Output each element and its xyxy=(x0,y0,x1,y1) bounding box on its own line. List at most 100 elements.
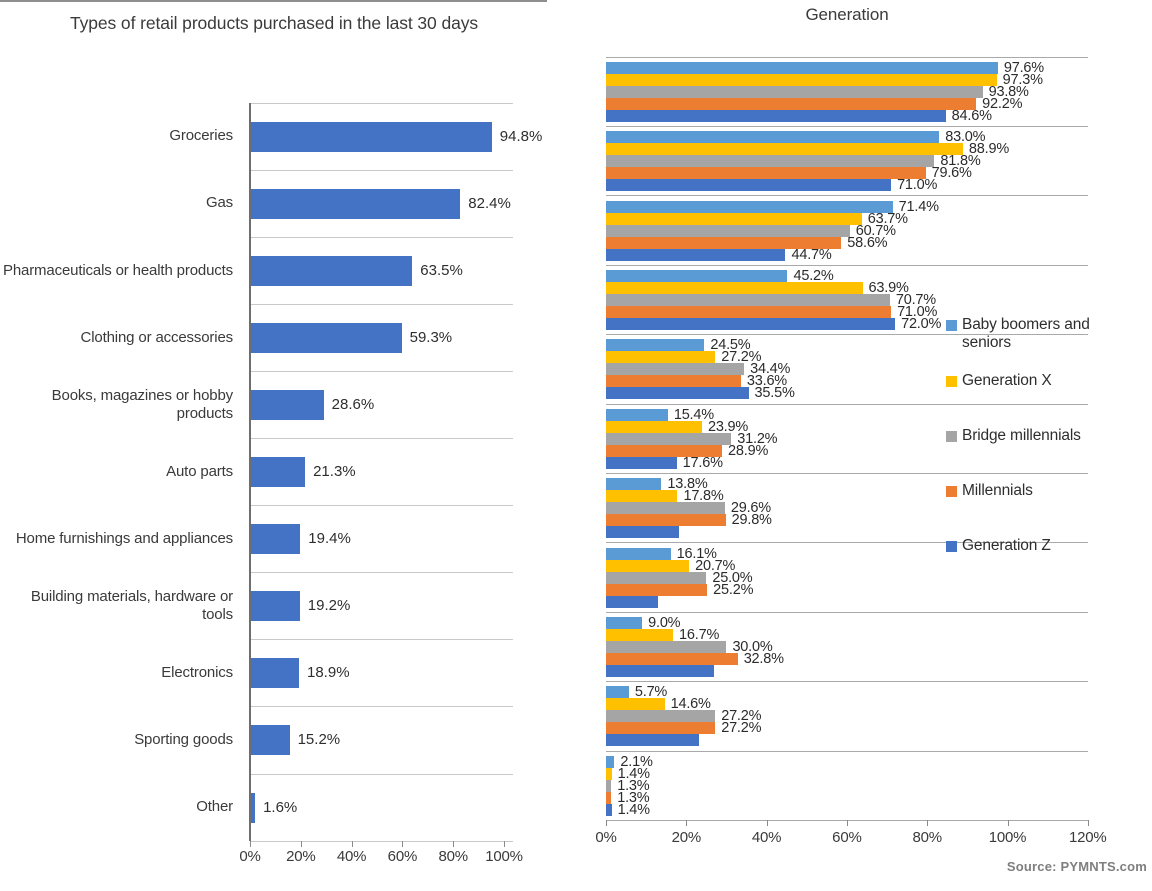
bar xyxy=(606,478,662,491)
bar xyxy=(606,722,716,735)
bar xyxy=(606,363,745,376)
bar xyxy=(606,85,983,98)
data-label: 13.8% xyxy=(667,476,708,493)
legend-label: Millennials xyxy=(962,482,1033,499)
data-label: 33.6% xyxy=(746,373,788,390)
legend-item-generation-x: Generation X xyxy=(944,372,1134,414)
x-axis-tick xyxy=(686,820,688,827)
x-axis-tick-label: 40% xyxy=(336,848,367,866)
gridline xyxy=(606,611,1088,613)
gridline xyxy=(250,236,513,238)
data-label: 5.7% xyxy=(634,684,668,701)
x-axis-tick xyxy=(606,820,607,827)
bar xyxy=(606,791,612,804)
data-label: 29.6% xyxy=(730,500,771,517)
right-chart: Generation Source: PYMNTS.com 97.6% 97.3%… xyxy=(560,0,1152,891)
gridline xyxy=(606,542,1088,544)
x-axis-tick xyxy=(351,841,353,848)
data-label: 88.9% xyxy=(968,141,1010,158)
legend-item-millennials: Millennials xyxy=(944,482,1134,524)
bar xyxy=(606,502,725,515)
data-label: 63.9% xyxy=(868,279,909,296)
data-label: 30.0% xyxy=(732,638,773,655)
bar xyxy=(606,155,935,168)
bar xyxy=(251,188,461,219)
value-label: 82.4% xyxy=(468,194,511,212)
data-label: 27.2% xyxy=(721,708,762,725)
data-label: 14.6% xyxy=(670,696,711,713)
bar xyxy=(606,317,896,330)
data-label: 25.0% xyxy=(712,569,753,586)
bar xyxy=(606,293,890,306)
bar xyxy=(251,658,299,689)
gridline xyxy=(250,639,513,641)
category-label: Groceries xyxy=(169,127,233,145)
value-label: 15.2% xyxy=(297,731,341,749)
data-label: 1.4% xyxy=(617,801,650,818)
bar xyxy=(606,444,723,457)
bar xyxy=(606,179,892,192)
bar xyxy=(606,640,727,653)
x-axis-tick-label: 100% xyxy=(485,848,523,866)
x-axis-tick xyxy=(453,841,455,848)
data-label: 27.2% xyxy=(721,720,762,737)
bar xyxy=(606,755,615,768)
legend-swatch-generation-z xyxy=(946,541,957,552)
data-label: 27.2% xyxy=(721,349,762,366)
data-label: 72.0% xyxy=(901,315,942,332)
data-label: 1.3% xyxy=(617,777,650,794)
bar xyxy=(606,767,612,780)
x-axis-tick xyxy=(504,841,505,848)
bar xyxy=(251,591,300,622)
x-axis-tick-label: 80% xyxy=(438,848,468,866)
value-label: 59.3% xyxy=(409,328,453,346)
bar xyxy=(606,236,842,249)
category-label: Gas xyxy=(205,194,233,212)
legend-swatch-generation-x xyxy=(946,376,957,387)
data-label: 28.9% xyxy=(728,442,769,459)
data-label: 70.7% xyxy=(895,291,936,308)
value-label: 19.2% xyxy=(307,597,351,615)
x-axis-tick-label: 120% xyxy=(1069,829,1107,847)
bar xyxy=(606,616,643,629)
data-label: 31.2% xyxy=(737,430,778,447)
bar xyxy=(606,131,940,144)
bar xyxy=(606,305,892,318)
gridline xyxy=(606,195,1088,197)
category-label: Home furnishings and appliances xyxy=(15,529,233,547)
bar xyxy=(606,652,738,665)
data-label: 2.1% xyxy=(620,753,653,770)
bar xyxy=(606,734,699,747)
value-label: 63.5% xyxy=(420,261,463,279)
legend-swatch-baby-boomers-and-seniors xyxy=(946,320,957,331)
x-axis-tick-label: 20% xyxy=(671,829,702,847)
bar xyxy=(606,167,926,180)
value-label: 18.9% xyxy=(307,664,350,682)
bar xyxy=(251,322,402,353)
gridline xyxy=(250,370,513,372)
bar xyxy=(606,526,680,539)
x-axis-tick xyxy=(846,820,848,827)
bar xyxy=(251,792,256,823)
category-label: Sporting goods xyxy=(134,731,233,749)
data-label: 71.4% xyxy=(898,198,939,215)
left-chart-title: Types of retail products purchased in th… xyxy=(69,13,479,33)
bar xyxy=(606,583,708,596)
data-label: 17.6% xyxy=(682,454,723,471)
data-label: 60.7% xyxy=(855,222,896,239)
data-label: 9.0% xyxy=(648,614,681,631)
legend-label: Baby boomers and seniors xyxy=(962,316,1090,352)
category-label: Clothing or accessories xyxy=(80,328,234,346)
gridline xyxy=(250,773,513,775)
y-axis-line xyxy=(249,103,251,842)
gridline xyxy=(606,334,1088,336)
legend-label: Generation Z xyxy=(962,537,1051,554)
x-axis-tick-label: 0% xyxy=(595,829,617,847)
data-label: 35.5% xyxy=(754,385,795,402)
data-label: 84.6% xyxy=(951,107,992,124)
left-chart: Types of retail products purchased in th… xyxy=(0,0,547,891)
value-label: 19.4% xyxy=(308,530,351,548)
legend-label: Generation X xyxy=(962,372,1052,389)
top-border-line xyxy=(0,0,547,2)
